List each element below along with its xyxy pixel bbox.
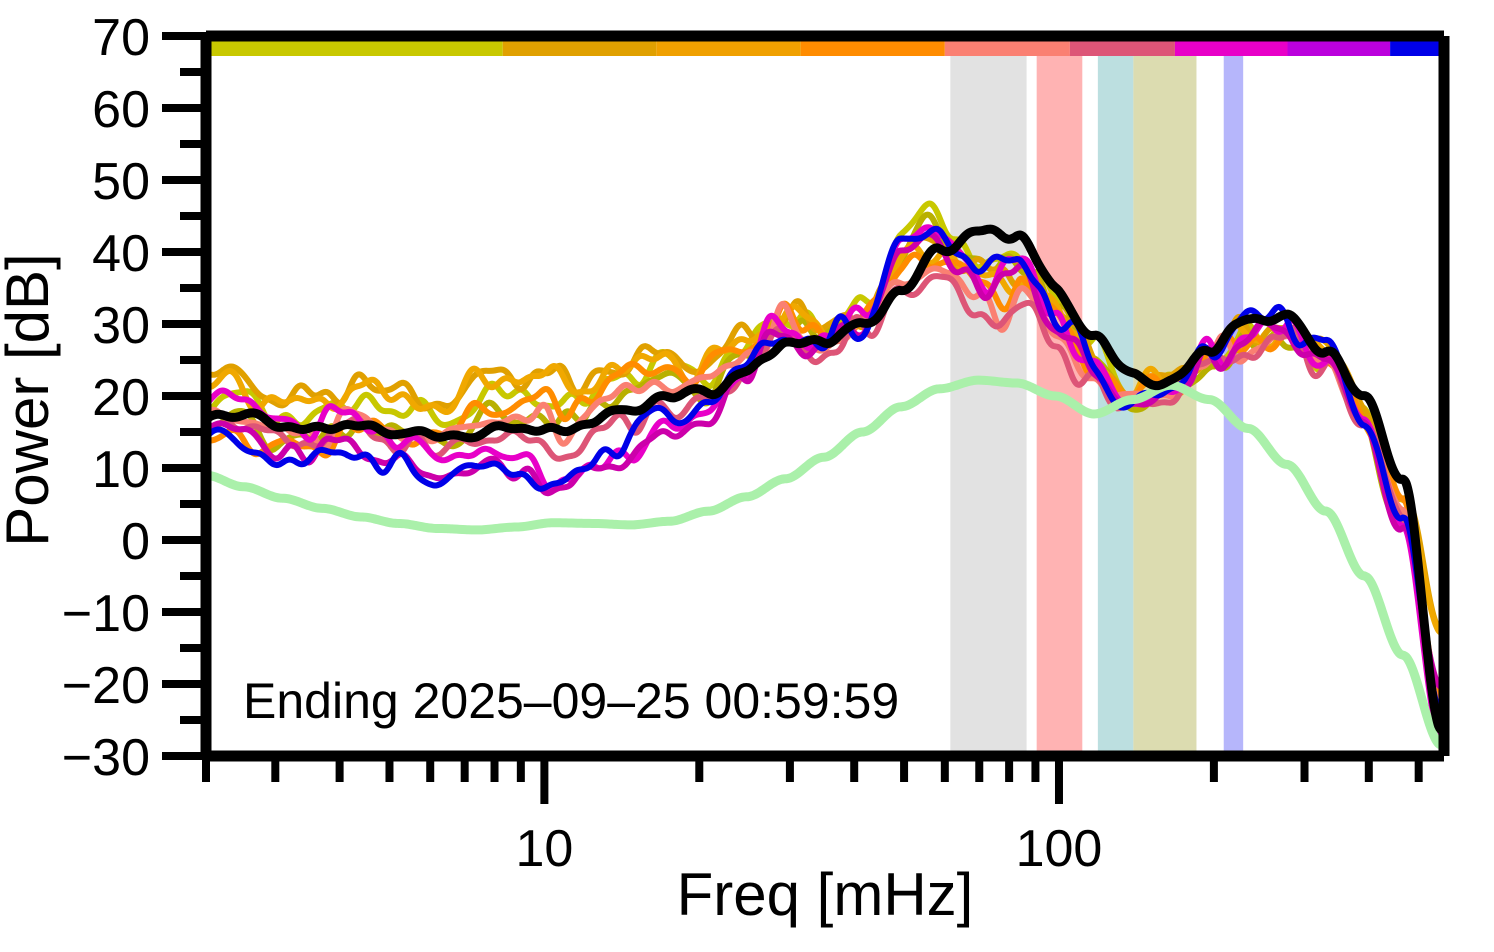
y-tick-label: 20 (92, 369, 150, 427)
series-median-black (201, 224, 1447, 735)
frequency-colorbar (206, 40, 1444, 56)
band-purple (1287, 40, 1391, 56)
band-yellow-olive (206, 40, 503, 56)
y-tick-label: 60 (92, 81, 150, 139)
series-curve-palegreen-noise (201, 375, 1447, 750)
band-shade-gray (950, 54, 1027, 756)
x-tick-label: 10 (515, 820, 573, 878)
tick-marks (162, 32, 1423, 804)
ending-timestamp-annotation: Ending 2025–09–25 00:59:59 (243, 673, 899, 729)
x-tick-labels: 10 100 (515, 820, 1102, 878)
y-tick-labels: 70 60 50 40 30 20 10 0 −10 −20 −30 (62, 9, 150, 787)
band-orange (800, 40, 945, 56)
series-group (201, 200, 1447, 750)
y-tick-label: 30 (92, 297, 150, 355)
x-axis-label: Freq [mHz] (677, 861, 974, 928)
band-amber (656, 40, 801, 56)
y-axis-label: Power [dB] (0, 253, 61, 546)
band-goldenrod (502, 40, 657, 56)
y-tick-label: −30 (62, 729, 150, 787)
axes-frame (200, 30, 1450, 762)
y-tick-label: 10 (92, 441, 150, 499)
y-tick-label: −20 (62, 657, 150, 715)
y-tick-label: 0 (121, 513, 150, 571)
y-tick-label: 40 (92, 225, 150, 283)
band-shade-violet (1223, 54, 1244, 756)
y-tick-label: −10 (62, 585, 150, 643)
y-tick-label: 70 (92, 9, 150, 67)
band-magenta (1174, 40, 1288, 56)
band-rose (1069, 40, 1175, 56)
band-salmon (944, 40, 1070, 56)
y-tick-label: 50 (92, 153, 150, 211)
x-tick-label: 100 (1016, 820, 1103, 878)
band-blue (1390, 40, 1444, 56)
